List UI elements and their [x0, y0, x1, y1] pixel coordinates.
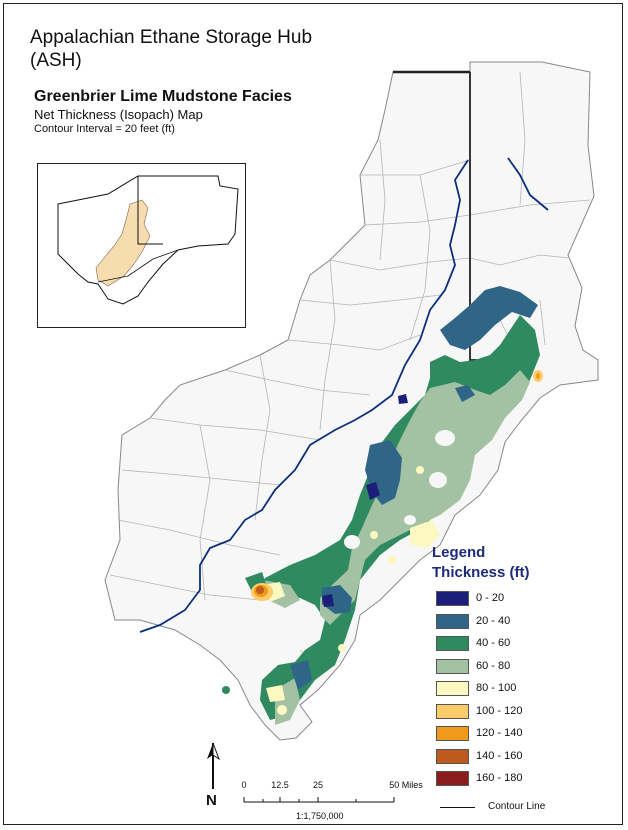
legend-item: 20 - 40	[436, 613, 586, 630]
legend-label: 60 - 80	[476, 659, 511, 672]
legend-swatch	[436, 771, 469, 786]
legend-item: 160 - 180	[436, 771, 586, 787]
isopach-fill	[222, 286, 543, 725]
legend-label: 160 - 180	[476, 772, 523, 784]
legend-swatch	[436, 591, 469, 606]
contour-line-sample	[440, 807, 475, 808]
scale-bar: 0 12.5 25 50 Miles 1:1,750,000	[236, 780, 436, 825]
contour-interval-label: Contour Interval = 20 feet (ft)	[34, 123, 175, 135]
scale-tick-label: 0	[241, 780, 247, 790]
legend-label: 40 - 60	[476, 637, 511, 649]
legend-item: 60 - 80	[436, 658, 586, 675]
facies-title: Greenbrier Lime Mudstone Facies	[34, 88, 292, 105]
rivers	[139, 157, 549, 633]
scale-ratio: 1:1,750,000	[296, 811, 344, 821]
study-area-counties	[104, 61, 599, 741]
legend-label: 20 - 40	[476, 614, 511, 627]
legend-item: 80 - 100	[436, 681, 586, 697]
inset-state-line	[137, 176, 163, 245]
legend-label: 0 - 20	[476, 592, 505, 604]
legend-label: 140 - 160	[476, 749, 523, 762]
legend-swatch	[436, 726, 469, 741]
north-arrow-icon: N	[206, 742, 221, 807]
legend-label: 100 - 120	[476, 704, 523, 717]
scale-bar-graphic	[243, 797, 395, 803]
legend-label: 120 - 140	[476, 727, 523, 739]
legend-label: 80 - 100	[476, 682, 517, 694]
scale-tick-label: 25	[312, 780, 324, 790]
north-label: N	[206, 792, 217, 807]
legend-swatch	[436, 658, 469, 674]
legend-swatch	[436, 636, 469, 651]
inset-state-line-2	[97, 249, 179, 283]
legend-swatch	[436, 613, 469, 629]
contour-legend: Contour Line	[440, 800, 610, 814]
locator-inset-map	[37, 163, 246, 328]
legend-item: 120 - 140	[436, 726, 586, 742]
contour-label: Contour Line	[488, 801, 546, 812]
map-type-label: Net Thickness (Isopach) Map	[34, 107, 203, 122]
county-boundaries	[109, 71, 591, 671]
scale-tick-label: 50 Miles	[389, 780, 423, 790]
legend-swatch	[436, 748, 469, 764]
inset-svg	[57, 175, 239, 305]
map-title: Appalachian Ethane Storage Hub (ASH)	[30, 27, 313, 71]
legend-item: 140 - 160	[436, 748, 586, 765]
legend-item: 0 - 20	[436, 591, 586, 607]
scale-tick-label: 12.5	[271, 780, 289, 790]
legend: Legend Thickness (ft)	[432, 543, 582, 587]
legend-item: 40 - 60	[436, 636, 586, 652]
legend-swatch	[436, 681, 469, 696]
legend-item: 100 - 120	[436, 703, 586, 720]
legend-subtitle: Thickness (ft)	[432, 564, 530, 581]
legend-title: Legend	[432, 544, 486, 561]
legend-swatch	[436, 703, 469, 719]
inset-ash-counties	[95, 199, 151, 287]
